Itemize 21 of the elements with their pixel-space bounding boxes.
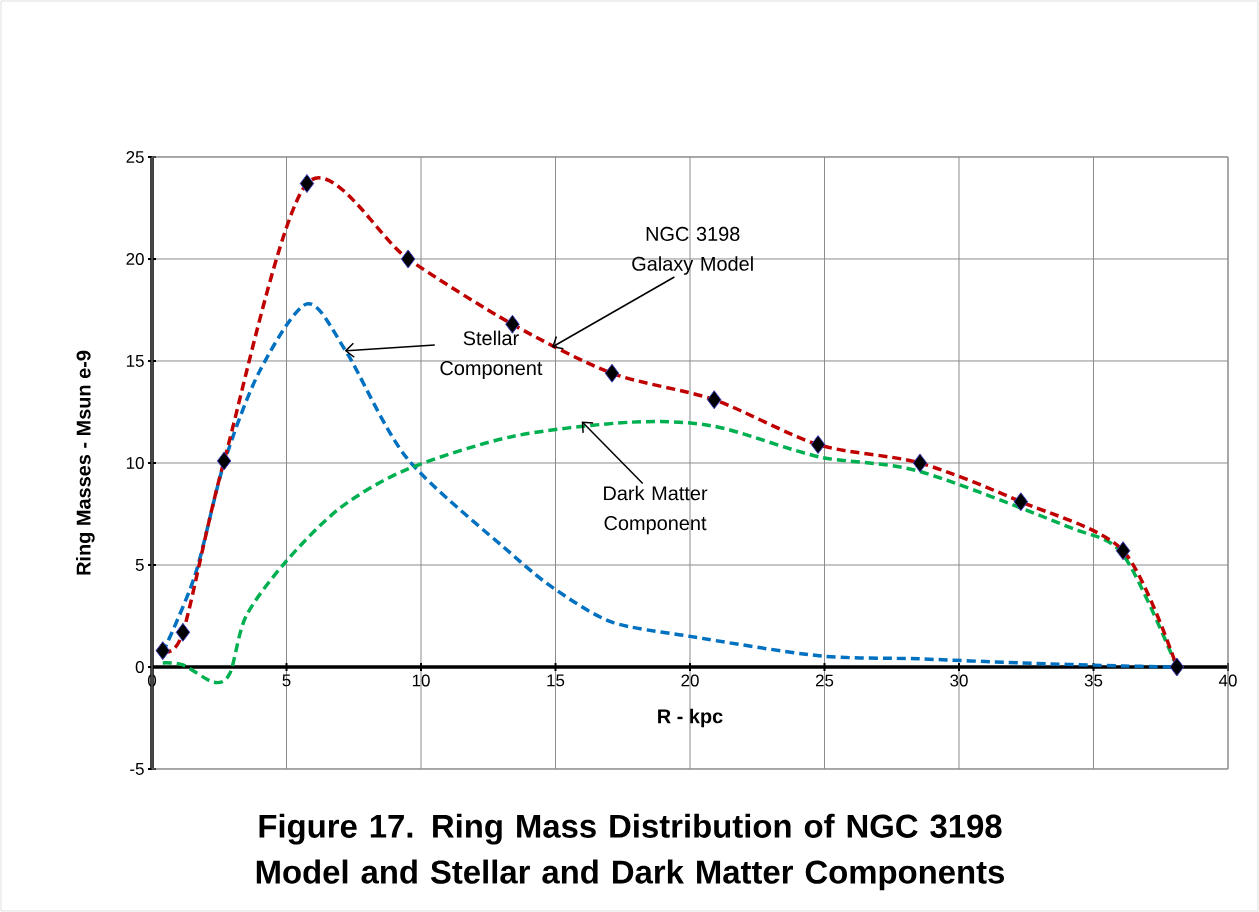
x-tick-label: 10 xyxy=(412,674,430,687)
y-tick-label: 10 xyxy=(126,456,144,469)
y-tick-label: 15 xyxy=(126,355,144,367)
annotation: Stellar Component xyxy=(440,330,543,380)
x-axis-title: R - kpc xyxy=(658,708,723,728)
x-tick-label: 5 xyxy=(282,674,291,687)
y-tick-label: -5 xyxy=(130,763,144,775)
x-tick-label: 40 xyxy=(1218,674,1237,687)
x-tick-label: 20 xyxy=(681,674,699,687)
y-tick-label: 0 xyxy=(135,660,144,673)
y-tick-label: 25 xyxy=(126,150,144,163)
annotation: Dark Matter Component xyxy=(604,485,708,535)
y-axis-title: Ring Masses - Msun e-9 xyxy=(76,350,95,575)
annotation: NGC 3198 Galaxy Model xyxy=(632,226,753,275)
text: Figure 17. Ring Mass Distribution of NGC 3198 Model and Stellar and Dark Matter Components xyxy=(256,813,1004,891)
x-tick-label: 30 xyxy=(950,674,968,687)
y-tick-label: 20 xyxy=(126,252,144,265)
x-tick-label: 35 xyxy=(1084,674,1103,687)
y-tick-label: 5 xyxy=(135,559,144,571)
x-tick-label: 15 xyxy=(547,674,565,687)
x-tick-label: 25 xyxy=(815,674,834,687)
